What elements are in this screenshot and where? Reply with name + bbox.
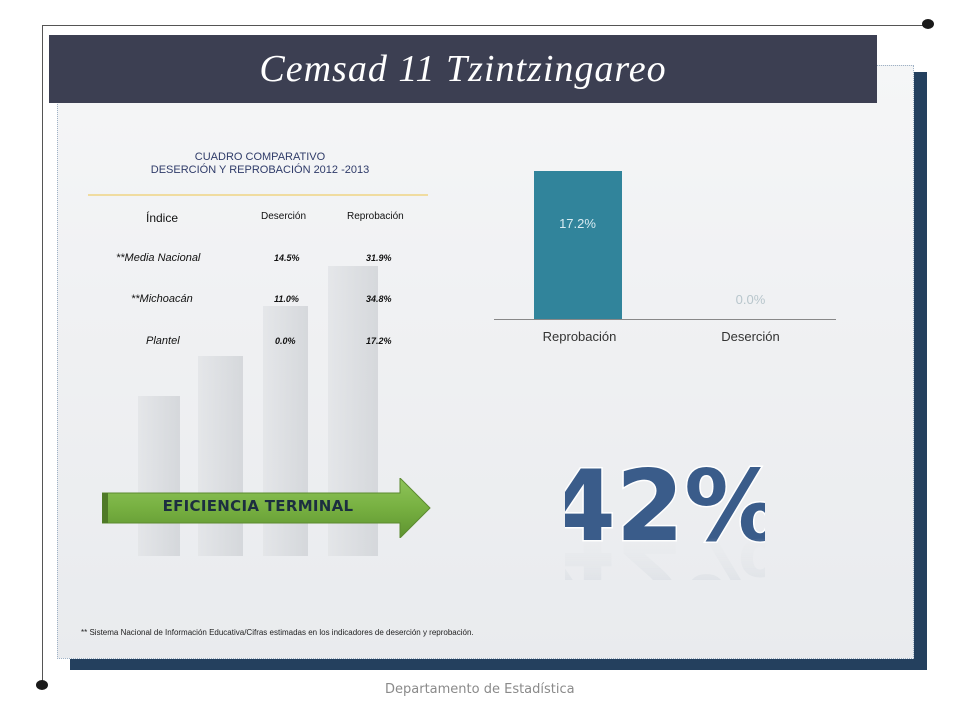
table-cell-desercion: 0.0%: [275, 336, 296, 346]
table-heading-line2: DESERCIÓN Y REPROBACIÓN 2012 -2013: [150, 164, 370, 176]
page-title: Cemsad 11 Tzintzingareo: [259, 48, 667, 90]
table-cell-desercion: 14.5%: [274, 253, 300, 263]
column-header-reprobacion: Reprobación: [347, 211, 404, 222]
chart-data-label: 0.0%: [735, 292, 766, 307]
watermark-bar: [138, 396, 180, 556]
chart-x-axis: [494, 319, 836, 320]
table-row-label: **Michoacán: [131, 293, 193, 305]
chart-bar: [533, 171, 622, 319]
table-row-label: **Media Nacional: [116, 252, 201, 264]
chart-data-label: 17.2%: [559, 216, 596, 231]
chart-category-label: Deserción: [721, 329, 780, 344]
column-header-desercion: Deserción: [261, 211, 307, 222]
table-cell-desercion: 11.0%: [274, 294, 299, 304]
efficiency-value-reflection: 42%: [565, 516, 765, 580]
frame-line-top: [42, 25, 929, 26]
table-heading-line1: CUADRO COMPARATIVO: [194, 151, 326, 163]
frame-line-left: [42, 25, 43, 685]
table-row-label: Plantel: [146, 335, 180, 347]
efficiency-value: 42% 42%: [565, 452, 765, 580]
efficiency-arrow: [102, 478, 431, 538]
column-header-indice: Índice: [146, 211, 179, 225]
table-cell-reprobacion: 34.8%: [366, 294, 392, 304]
table-heading-rule: [88, 194, 428, 196]
table-heading: CUADRO COMPARATIVO DESERCIÓN Y REPROBACI…: [90, 151, 430, 177]
title-bar: Cemsad 11 Tzintzingareo: [49, 35, 877, 103]
efficiency-label: EFICIENCIA TERMINAL: [162, 497, 354, 515]
efficiency-value-text: 42%: [565, 452, 765, 564]
chart-category-label: Reprobación: [542, 329, 617, 344]
table-cell-reprobacion: 17.2%: [366, 336, 392, 346]
footer-department: Departamento de Estadística: [385, 682, 575, 697]
table-cell-reprobacion: 31.9%: [366, 253, 392, 263]
frame-dot-bottom-left: [36, 680, 48, 690]
frame-dot-top-right: [922, 19, 934, 29]
footnote: ** Sistema Nacional de Información Educa…: [81, 628, 474, 637]
